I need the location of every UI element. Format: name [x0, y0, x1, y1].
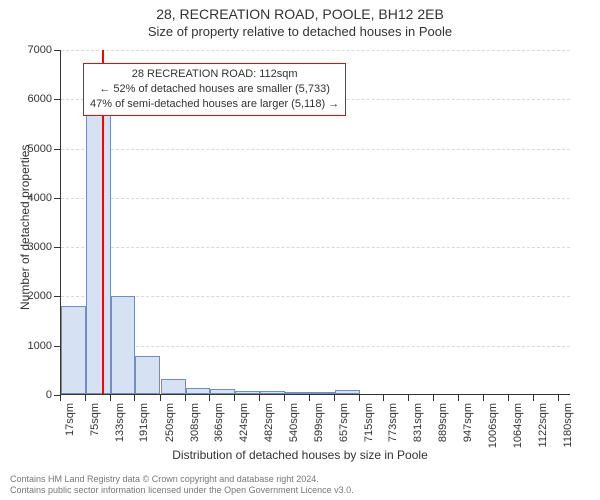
gridline: [61, 149, 570, 150]
histogram-bar: [310, 392, 335, 394]
x-tick: [234, 395, 235, 401]
x-tick-label: 424sqm: [238, 403, 250, 442]
x-tick-label: 657sqm: [338, 403, 350, 442]
x-tick-label: 599sqm: [313, 403, 325, 442]
x-tick: [209, 395, 210, 401]
x-tick-label: 250sqm: [164, 403, 176, 442]
histogram-bar: [161, 379, 186, 394]
x-tick-label: 75sqm: [89, 403, 101, 436]
chart-container: 28, RECREATION ROAD, POOLE, BH12 2EB Siz…: [0, 0, 600, 500]
histogram-bar: [285, 392, 310, 394]
histogram-bar: [335, 390, 360, 394]
x-tick: [433, 395, 434, 401]
x-tick: [110, 395, 111, 401]
histogram-bar: [186, 388, 211, 394]
histogram-bar: [111, 296, 136, 394]
x-tick: [134, 395, 135, 401]
x-tick-label: 308sqm: [189, 403, 201, 442]
x-tick: [284, 395, 285, 401]
x-tick-label: 366sqm: [213, 403, 225, 442]
x-tick-label: 773sqm: [387, 403, 399, 442]
histogram-bar: [61, 306, 86, 394]
annotation-box: 28 RECREATION ROAD: 112sqm ← 52% of deta…: [83, 63, 346, 116]
footer-line2: Contains public sector information licen…: [10, 485, 354, 496]
gridline: [61, 346, 570, 347]
plot-area: 28 RECREATION ROAD: 112sqm ← 52% of deta…: [60, 50, 570, 395]
chart-subtitle: Size of property relative to detached ho…: [0, 24, 600, 39]
x-tick: [383, 395, 384, 401]
gridline: [61, 50, 570, 51]
x-tick: [185, 395, 186, 401]
x-tick-label: 17sqm: [64, 403, 76, 436]
x-tick-label: 1122sqm: [537, 403, 549, 447]
x-tick-label: 1064sqm: [512, 403, 524, 448]
x-tick-label: 1180sqm: [562, 403, 574, 447]
histogram-bar: [210, 389, 235, 394]
histogram-bar: [86, 113, 111, 394]
x-tick: [334, 395, 335, 401]
x-tick: [458, 395, 459, 401]
histogram-bar: [260, 391, 285, 394]
x-tick: [359, 395, 360, 401]
x-tick: [60, 395, 61, 401]
annotation-line3: 47% of semi-detached houses are larger (…: [90, 97, 339, 112]
annotation-line1: 28 RECREATION ROAD: 112sqm: [90, 67, 339, 82]
gridline: [61, 247, 570, 248]
x-tick-label: 540sqm: [288, 403, 300, 442]
x-tick: [533, 395, 534, 401]
x-tick-label: 1006sqm: [487, 403, 499, 448]
y-tick-label: 6000: [28, 93, 52, 105]
x-tick: [85, 395, 86, 401]
x-axis: 17sqm 75sqm 133sqm 191sqm 250sqm 308sqm 366sqm…: [60, 395, 570, 455]
histogram-bar: [135, 356, 160, 394]
footer-line1: Contains HM Land Registry data © Crown c…: [10, 474, 354, 485]
x-tick: [483, 395, 484, 401]
histogram-bar: [235, 391, 260, 394]
x-tick: [309, 395, 310, 401]
y-tick-label: 7000: [28, 44, 52, 56]
y-tick-label: 1000: [28, 340, 52, 352]
gridline: [61, 198, 570, 199]
x-tick: [408, 395, 409, 401]
footer: Contains HM Land Registry data © Crown c…: [10, 474, 354, 497]
x-tick-label: 831sqm: [412, 403, 424, 442]
x-tick-label: 715sqm: [363, 403, 375, 442]
x-tick: [508, 395, 509, 401]
x-tick: [160, 395, 161, 401]
x-tick-label: 133sqm: [114, 403, 126, 442]
x-tick: [558, 395, 559, 401]
y-tick-label: 0: [46, 389, 52, 401]
y-axis-label: Number of detached properties: [18, 145, 32, 310]
x-tick-label: 889sqm: [437, 403, 449, 442]
x-tick: [259, 395, 260, 401]
x-axis-label: Distribution of detached houses by size …: [0, 448, 600, 462]
x-tick-label: 191sqm: [138, 403, 150, 442]
chart-title: 28, RECREATION ROAD, POOLE, BH12 2EB: [0, 6, 600, 22]
annotation-line2: ← 52% of detached houses are smaller (5,…: [90, 82, 339, 97]
x-tick-label: 482sqm: [263, 403, 275, 442]
gridline: [61, 296, 570, 297]
x-tick-label: 947sqm: [462, 403, 474, 442]
